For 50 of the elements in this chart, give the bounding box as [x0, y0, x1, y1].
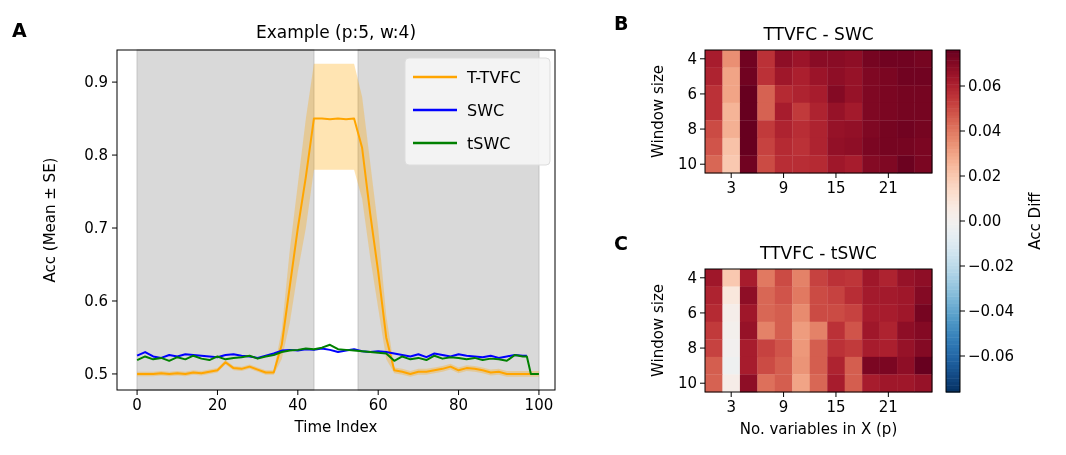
- y-tick-label: 0.5: [84, 364, 108, 383]
- y-axis-title: Window size: [649, 284, 667, 377]
- color-bar-label: −0.04: [968, 302, 1014, 320]
- x-tick-label: 60: [368, 396, 388, 414]
- legend-label: SWC: [467, 101, 505, 120]
- y-axis-title: Window size: [649, 65, 667, 158]
- x-tick-label: 21: [878, 179, 898, 197]
- color-bar-label: 0.00: [968, 212, 1002, 230]
- x-tick-label: 3: [726, 398, 736, 416]
- text: C: [614, 232, 628, 254]
- y-tick-label: 0.7: [84, 219, 108, 238]
- y-tick-label: 4: [687, 49, 697, 68]
- x-tick-label: 9: [778, 398, 789, 416]
- x-axis-title: No. variables in X (p): [739, 420, 898, 438]
- y-tick-label: 10: [677, 374, 697, 393]
- x-tick-label: 15: [826, 179, 846, 197]
- color-bar-label: 0.04: [968, 122, 1002, 140]
- legend-label: tSWC: [467, 134, 511, 153]
- y-tick-label: 6: [687, 84, 697, 103]
- y-tick-label: 0.8: [84, 146, 108, 165]
- color-bar-label: 0.02: [968, 167, 1002, 185]
- text: B: [614, 12, 629, 34]
- y-tick-label: 6: [687, 303, 697, 322]
- color-bar-label: −0.02: [968, 257, 1014, 275]
- legend-label: T-TVFC: [466, 68, 521, 87]
- color-bar-label: −0.06: [968, 347, 1014, 365]
- color-bar-title: Acc Diff: [1026, 191, 1044, 250]
- x-tick-label: 15: [826, 398, 846, 416]
- chart-title: TTVFC - tSWC: [759, 243, 877, 263]
- y-tick-label: 0.9: [84, 73, 108, 92]
- x-axis-title: Time Index: [293, 418, 378, 436]
- x-tick-label: 3: [726, 179, 736, 197]
- chart-title: TTVFC - SWC: [762, 24, 874, 44]
- x-tick-label: 80: [449, 396, 469, 414]
- x-tick-label: 40: [288, 396, 308, 414]
- x-tick-label: 20: [207, 396, 228, 414]
- x-tick-label: 9: [778, 179, 789, 197]
- y-tick-label: 0.6: [84, 291, 108, 310]
- x-tick-label: 100: [524, 396, 554, 414]
- y-tick-label: 8: [687, 339, 697, 358]
- y-axis-title: Acc (Mean ± SE): [41, 157, 59, 283]
- x-tick-label: 0: [132, 396, 142, 414]
- color-bar-label: 0.06: [968, 77, 1002, 95]
- y-tick-label: 8: [687, 120, 697, 139]
- chart-title: Example (p:5, w:4): [255, 22, 417, 42]
- line-series: [136, 343, 540, 375]
- x-tick-label: 21: [878, 398, 898, 416]
- text: A: [12, 19, 27, 41]
- y-tick-label: 4: [687, 268, 697, 287]
- y-tick-label: 10: [677, 155, 697, 174]
